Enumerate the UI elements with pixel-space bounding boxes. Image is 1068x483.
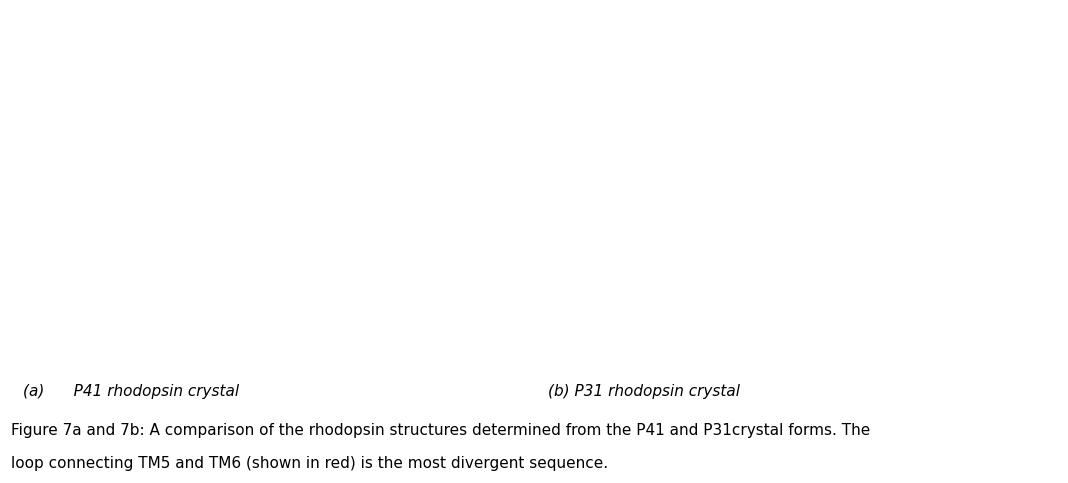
Text: (a)      P41 rhodopsin crystal: (a) P41 rhodopsin crystal [23,384,239,399]
Text: Figure 7a and 7b: A comparison of the rhodopsin structures determined from the P: Figure 7a and 7b: A comparison of the rh… [11,423,870,438]
Text: (b) P31 rhodopsin crystal: (b) P31 rhodopsin crystal [548,384,740,399]
Text: loop connecting TM5 and TM6 (shown in red) is the most divergent sequence.: loop connecting TM5 and TM6 (shown in re… [11,456,608,471]
